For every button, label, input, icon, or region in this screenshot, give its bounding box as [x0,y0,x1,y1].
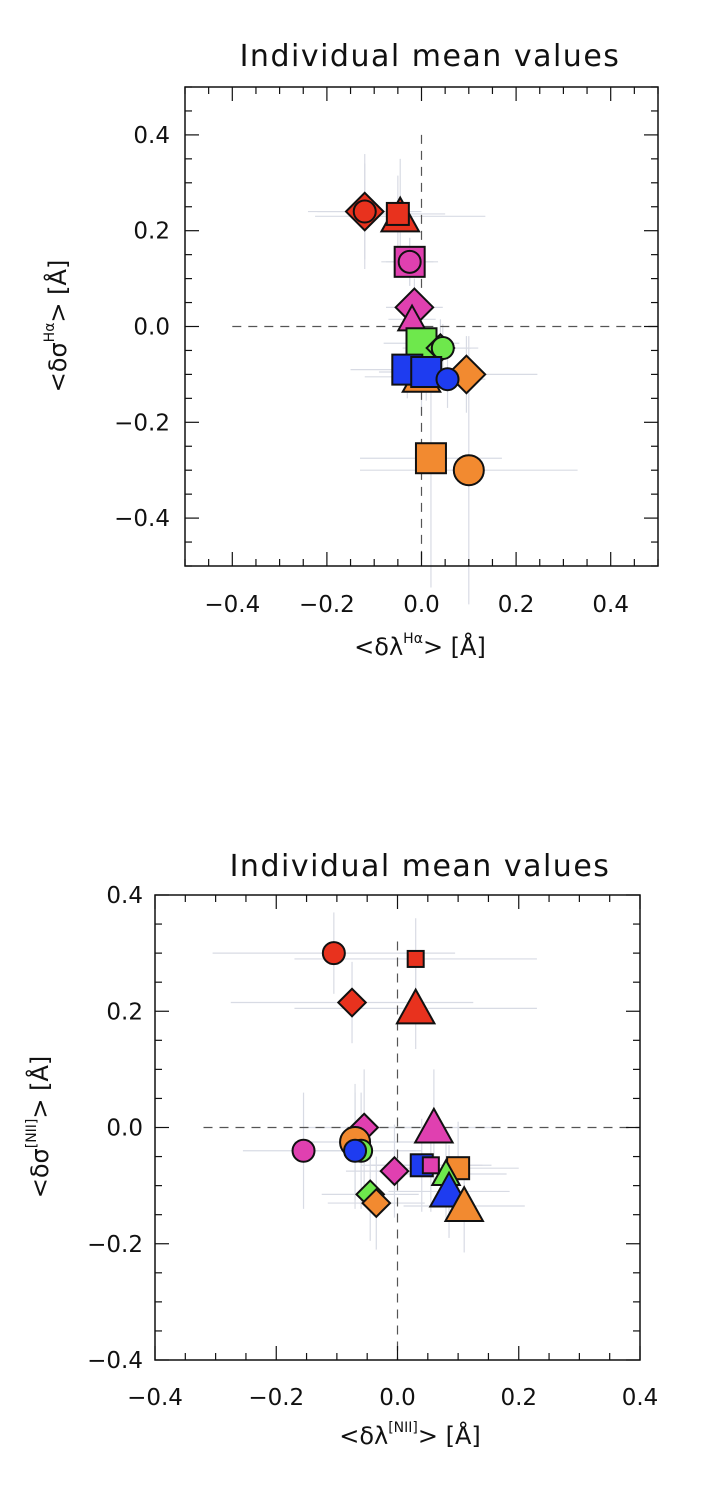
y-tick-label: −0.2 [87,1232,143,1258]
y-axis-label-main: <δσ [26,1148,54,1198]
y-axis-label: <δσ[NII]> [Å] [24,1056,54,1199]
y-tick-label: 0.4 [106,883,143,909]
data-point-circle [435,367,460,392]
x-axis-label-tail: > [Å] [418,1421,481,1450]
y-tick-label: −0.4 [87,1348,143,1374]
data-point-square [421,1156,440,1175]
x-axis-label: <δλHα> [Å] [354,631,486,661]
data-point-circle [291,1138,316,1163]
y-axis-label-tail: > [Å] [43,260,72,323]
x-tick-label: 0.2 [500,1385,537,1411]
data-point-circle [452,454,485,487]
y-tick-label: −0.4 [114,506,170,532]
x-tick-label: 0.2 [498,592,535,618]
x-tick-label: 0.0 [403,592,440,618]
y-tick-label: 0.2 [133,219,170,245]
data-point-triangle [395,987,437,1025]
x-axis-label-sup: Hα [403,631,423,647]
data-point-triangle [413,1106,455,1144]
y-tick-label: 0.0 [106,1116,143,1142]
data-point-diamond [361,1187,392,1219]
data-point-square [406,949,425,968]
ticks: −0.4 −0.2 0.0 0.2 0.4 −0.4 −0.2 0.0 0.2 0.4 [114,86,659,618]
panel-halpha: Individual mean values−0.4 −0.2 0.0 0.2 0.4−… [42,39,659,661]
x-axis-label: <δλ[NII]> [Å] [339,1420,481,1450]
data-point-triangle [443,1185,485,1222]
y-axis-label-sup: Hα [42,323,58,343]
data-points [291,941,485,1222]
x-tick-label: −0.4 [127,1385,183,1411]
data-point-circle [430,336,455,361]
panel-nii: Individual mean values−0.4 −0.2 0.0 0.2 0.4−… [24,849,658,1450]
data-point-square [385,201,410,226]
data-point-circle [321,941,346,966]
data-point-circle [343,1138,368,1163]
x-axis-label-main: <δλ [339,1422,388,1450]
y-tick-label: 0.0 [133,315,170,341]
x-tick-label: −0.2 [299,592,355,618]
x-tick-label: −0.2 [248,1385,304,1411]
y-tick-label: −0.2 [114,410,170,436]
x-axis-label-tail: > [Å] [423,632,486,661]
chart-title: Individual mean values [230,849,611,884]
x-tick-label: 0.0 [379,1385,416,1411]
x-tick-label: −0.4 [204,592,260,618]
x-tick-label: 0.4 [592,592,629,618]
y-axis-label-tail: > [Å] [25,1056,54,1119]
data-points [344,191,487,487]
y-axis-label-main: <δσ [44,342,72,392]
y-tick-label: 0.2 [106,999,143,1025]
data-point-circle [397,249,422,274]
x-axis-label-main: <δλ [354,633,403,661]
data-point-diamond [336,987,368,1018]
y-axis-label-sup: [NII] [24,1119,40,1149]
data-point-diamond [379,1155,410,1187]
x-axis-label-sup: [NII] [388,1420,418,1436]
y-tick-label: 0.4 [133,123,170,149]
ticks: −0.4 −0.2 0.0 0.2 0.4 −0.4 −0.2 0.0 0.2 0.4 [87,883,658,1411]
chart-title: Individual mean values [240,39,621,74]
x-tick-label: 0.4 [622,1385,659,1411]
data-point-circle [352,199,377,224]
y-axis-label: <δσHα> [Å] [42,260,72,393]
data-point-square [414,442,447,475]
